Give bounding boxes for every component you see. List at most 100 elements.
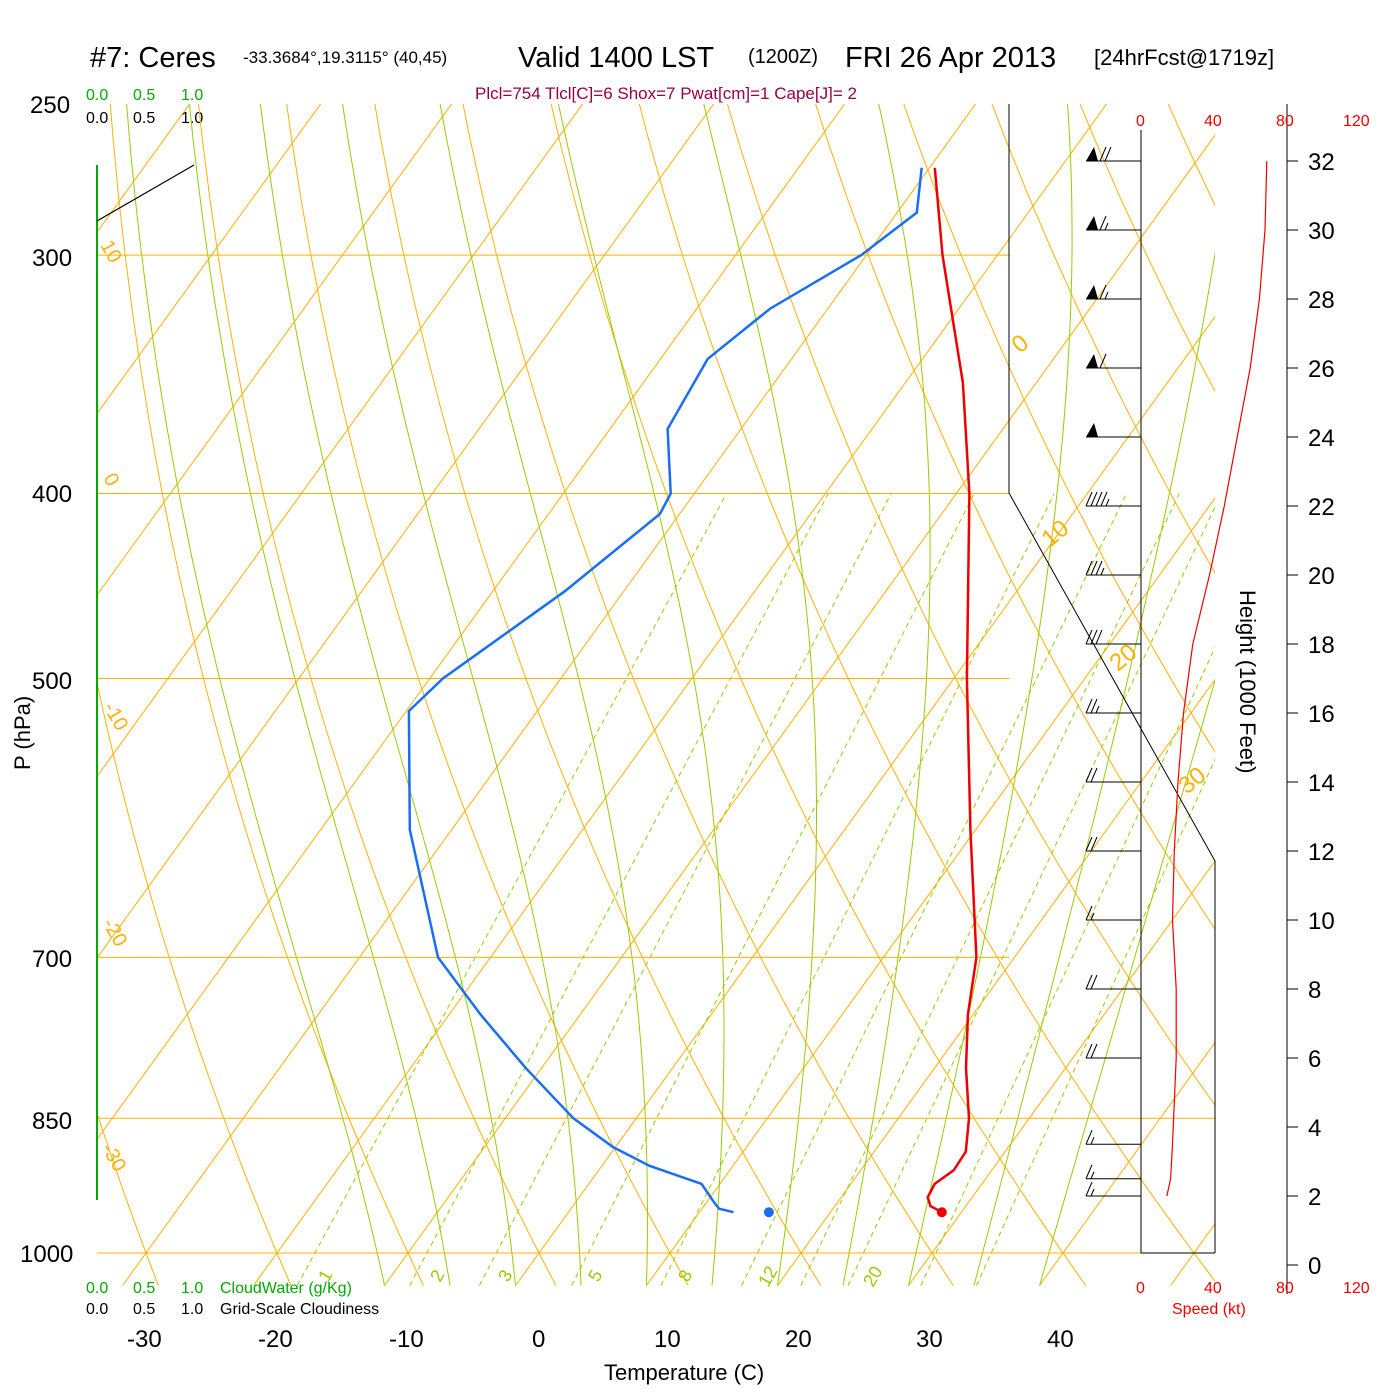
mixing-ratio-line (660, 493, 1055, 1286)
moist-adiabat (908, 104, 1073, 1286)
wind-barb-feather (1085, 905, 1093, 921)
wind-barb-half-feather (1090, 1188, 1095, 1197)
valid-time: Valid 1400 LST (518, 42, 714, 74)
isotherm-line (777, 678, 1215, 1286)
dry-adiabat (815, 104, 1215, 931)
wind-speed-line (1166, 160, 1268, 1197)
wind-barb-feather (1085, 1181, 1093, 1197)
dry-adiabat (550, 104, 1087, 1286)
wind-barb-feather (1095, 560, 1103, 576)
temperature-tick: 0 (532, 1326, 545, 1353)
dry-adiabat (1241, 70, 1400, 1285)
wind-barb-pennant (1086, 423, 1098, 437)
height-tick: 4 (1308, 1115, 1321, 1142)
wind-barb-feather (1090, 560, 1098, 576)
cloudwater-tick: 0.0 (86, 87, 108, 104)
pressure-tick: 500 (32, 668, 72, 695)
height-tick: 26 (1308, 356, 1335, 383)
wind-barb-half-feather (1100, 567, 1105, 576)
surface-dewpoint-marker (763, 1207, 774, 1218)
isotherm-label: 10 (96, 237, 126, 267)
wind-barb-pennant (1086, 147, 1098, 161)
isotherm-line (384, 134, 1215, 1286)
speed-axis-label: Speed (kt) (1172, 1301, 1246, 1318)
cloudwater-tick: 0.5 (133, 1280, 155, 1297)
mixing-ratio-lines (296, 493, 1215, 1286)
dry-adiabat (1167, 104, 1215, 207)
mixing-ratio-line (741, 493, 1127, 1286)
isotherm-line (908, 860, 1215, 1286)
height-tick: 20 (1308, 563, 1335, 590)
mixing-ratio-labels: 1 2 3 5 8 12 20 (314, 1263, 886, 1290)
wind-barb-pennant (1086, 354, 1098, 368)
wind-barb-feather (1085, 974, 1093, 990)
wind-barb-feather (1085, 560, 1093, 576)
speed-tick: 40 (1204, 1280, 1222, 1297)
mixing-label: 2 (426, 1266, 448, 1285)
wind-barb-half-feather (1105, 498, 1110, 507)
dry-adiabat (109, 104, 424, 1286)
mixing-ratio-line (800, 493, 1180, 1286)
moist-adiabat-lines (126, 104, 1215, 1286)
mixing-ratio-line (409, 493, 829, 1286)
plot-frame (96, 104, 1288, 1294)
moist-adiabat (557, 104, 725, 1286)
height-tick: 14 (1308, 770, 1335, 797)
wind-barb-half-feather (1104, 291, 1109, 300)
wind-barb-feather (1085, 1130, 1093, 1145)
moist-adiabat (126, 104, 385, 1286)
wind-barb-feather (1095, 491, 1103, 507)
temperature-tick: -10 (389, 1326, 424, 1353)
cloudiness-tick: 0.5 (133, 110, 155, 127)
utc-time: (1200Z) (748, 46, 818, 68)
dry-adiabat (903, 104, 1215, 753)
wind-barb-feather (1085, 698, 1093, 714)
dry-adiabat (198, 104, 557, 1286)
height-tick: 8 (1308, 977, 1321, 1004)
wind-barb-feather (1090, 491, 1098, 507)
isotherm-line (97, 104, 715, 959)
chart-title: #7: Ceres -33.3684°,19.3115° (40,45) Val… (90, 42, 1274, 103)
dry-adiabat-lines (97, 70, 1400, 1286)
wind-barb-feather (1100, 491, 1108, 507)
wind-barb-pennant (1086, 216, 1098, 230)
wind-barb-feather (1099, 353, 1107, 369)
isotherm-line (1039, 1041, 1215, 1286)
wind-barb-feather (1085, 836, 1093, 852)
pressure-tick: 850 (32, 1108, 72, 1135)
x-axis-label: Temperature (C) (604, 1360, 764, 1385)
moist-adiabat (188, 104, 451, 1286)
speed-tick: 120 (1343, 113, 1370, 130)
cloudwater-tick: 0.5 (133, 87, 155, 104)
temperature-axis: -30 -20 -10 0 10 20 30 40 (127, 1326, 1074, 1353)
pressure-tick: 300 (32, 245, 72, 272)
wind-barb-feather (1095, 629, 1103, 645)
moist-adiabat (703, 104, 817, 1286)
cloudwater-legend-label: CloudWater (g/Kg) (220, 1280, 352, 1297)
temperature-profile-line (926, 167, 978, 1214)
wind-barb-feather (1085, 629, 1093, 645)
pressure-tick: 250 (30, 92, 70, 119)
temperature-tick: -20 (258, 1326, 293, 1353)
wind-barb-feather (1104, 146, 1112, 162)
forecast-date: FRI 26 Apr 2013 (845, 42, 1056, 74)
isobar-lines (97, 254, 1215, 1254)
forecast-info: [24hrFcst@1719z] (1094, 45, 1274, 70)
height-tick: 22 (1308, 494, 1335, 521)
cloudiness-tick: 0.5 (133, 1301, 155, 1318)
isotherm-label: -30 (97, 1140, 131, 1176)
station-name: #7: Ceres (90, 42, 216, 74)
wind-barb-feather (1090, 1043, 1098, 1059)
cloudiness-tick: 0.0 (86, 110, 108, 127)
wind-barb-half-feather (1090, 1137, 1095, 1145)
temperature-tick: -30 (127, 1326, 162, 1353)
moist-adiabat (1039, 678, 1215, 1286)
cloudwater-tick: 0.0 (86, 1280, 108, 1297)
speed-tick: 0 (1136, 1280, 1145, 1297)
cloudwater-tick: 1.0 (181, 1280, 203, 1297)
wind-barb-feather (1085, 491, 1093, 507)
height-axis-label: Height (1000 Feet) (1235, 590, 1260, 773)
mixing-label: 12 (754, 1263, 781, 1290)
mixing-label: 8 (674, 1266, 696, 1285)
